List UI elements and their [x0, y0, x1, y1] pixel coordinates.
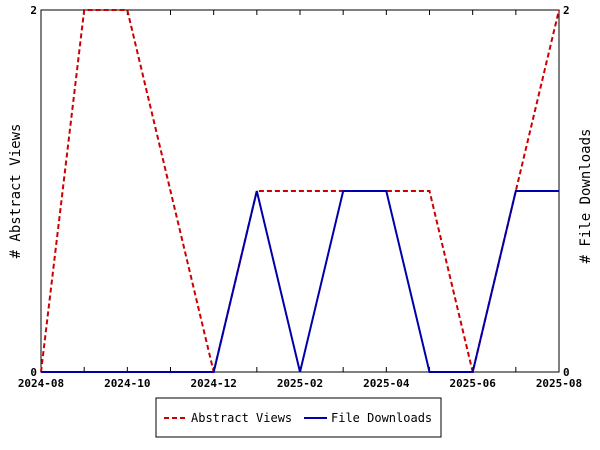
series-layer [40, 9, 560, 373]
x-tick-label: 2025-08 [536, 377, 582, 390]
x-tick-label: 2025-02 [277, 377, 323, 390]
legend-label-abstract-views: Abstract Views [191, 411, 292, 425]
x-tick-label: 2025-06 [449, 377, 496, 390]
y-tick-label-left: 2 [30, 4, 37, 17]
y-axis-title-left: # Abstract Views [8, 124, 24, 259]
y-tick-label-right: 2 [563, 4, 570, 17]
y-axis-title-right: # File Downloads [578, 129, 594, 264]
legend-label-file-downloads: File Downloads [331, 411, 432, 425]
x-axis-ticks: 2024-08 2024-10 2024-12 2025-02 2025-04 2025-… [18, 10, 582, 390]
x-tick-label: 2024-12 [190, 377, 236, 390]
legend: Abstract Views File Downloads [155, 397, 442, 438]
series-line-abstract-views [40, 9, 560, 373]
y-tick-label-right: 0 [563, 366, 570, 379]
x-tick-label: 2024-08 [18, 377, 64, 390]
y-axis-ticks: 0 2 0 2 [30, 4, 569, 379]
series-line-file-downloads [41, 190, 559, 373]
y-tick-label-left: 0 [30, 366, 37, 379]
legend-box [155, 397, 442, 438]
x-tick-label: 2025-04 [363, 377, 410, 390]
x-tick-label: 2024-10 [104, 377, 150, 390]
